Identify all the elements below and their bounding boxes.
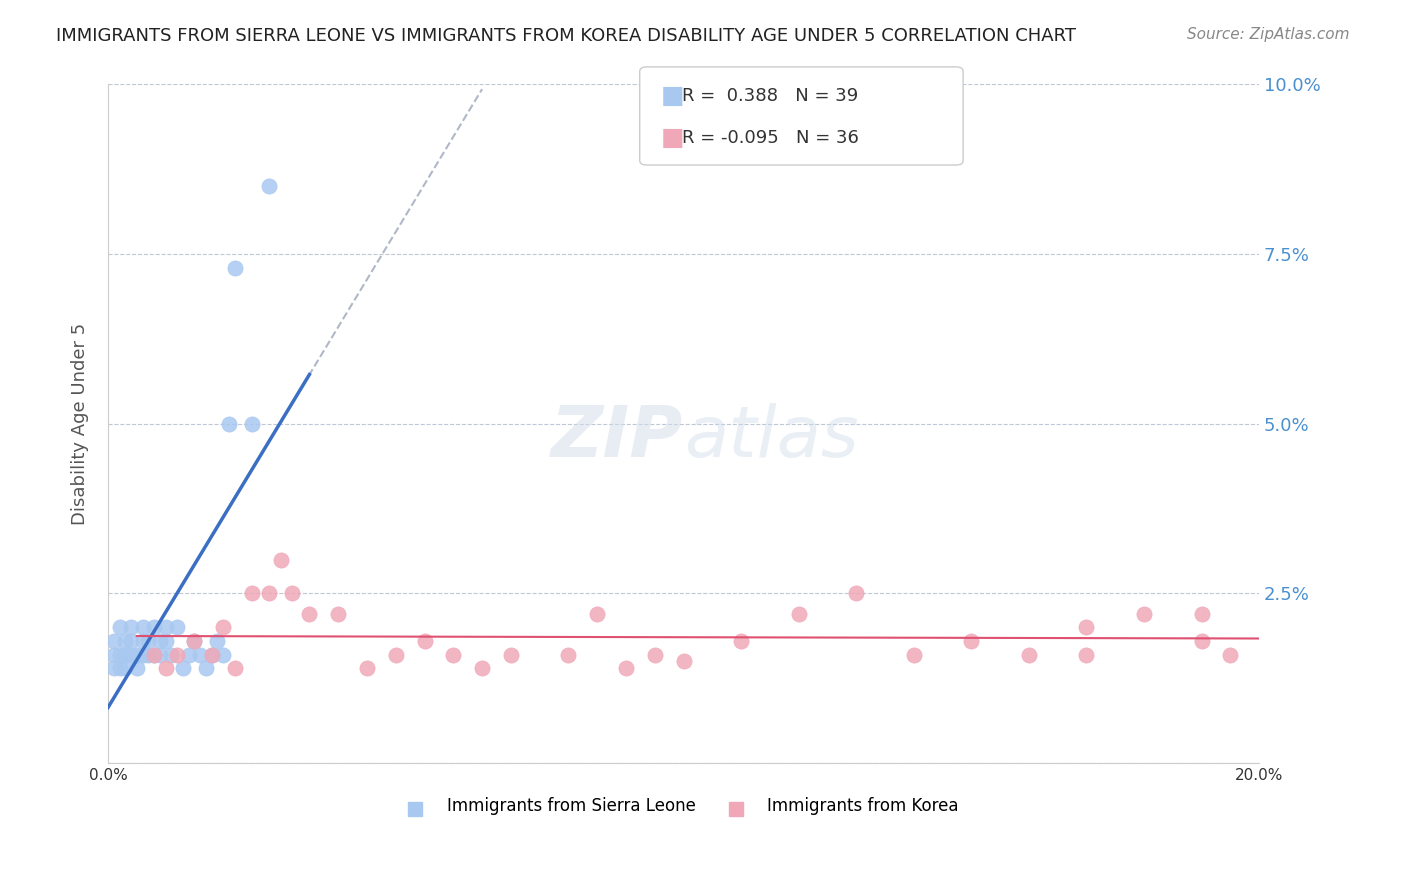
Immigrants from Sierra Leone — [108, 620, 131, 634]
Immigrants from Sierra Leone — [120, 634, 142, 648]
Immigrants from Korea — [672, 654, 695, 668]
Immigrants from Korea — [1219, 648, 1241, 662]
Immigrants from Sierra Leone — [120, 620, 142, 634]
Immigrants from Korea — [270, 552, 292, 566]
Immigrants from Sierra Leone — [143, 620, 166, 634]
Immigrants from Sierra Leone — [143, 648, 166, 662]
Immigrants from Sierra Leone — [200, 648, 222, 662]
Immigrants from Korea — [212, 620, 235, 634]
Immigrants from Korea — [557, 648, 579, 662]
Immigrants from Sierra Leone — [166, 620, 188, 634]
Immigrants from Sierra Leone — [131, 634, 153, 648]
Immigrants from Korea — [960, 634, 983, 648]
Immigrants from Sierra Leone — [160, 648, 183, 662]
Immigrants from Korea — [200, 648, 222, 662]
Immigrants from Sierra Leone — [131, 620, 153, 634]
Immigrants from Korea — [1191, 634, 1213, 648]
Immigrants from Korea — [240, 586, 263, 600]
Immigrants from Sierra Leone — [155, 620, 177, 634]
Immigrants from Sierra Leone — [149, 648, 172, 662]
Immigrants from Sierra Leone — [183, 634, 205, 648]
Immigrants from Korea — [730, 634, 752, 648]
Immigrants from Korea — [224, 661, 246, 675]
Immigrants from Korea — [903, 648, 925, 662]
Immigrants from Korea — [155, 661, 177, 675]
Immigrants from Korea — [586, 607, 609, 621]
Immigrants from Sierra Leone — [212, 648, 235, 662]
Immigrants from Korea — [328, 607, 350, 621]
Text: atlas: atlas — [683, 403, 858, 472]
Immigrants from Korea — [845, 586, 868, 600]
Immigrants from Korea — [614, 661, 637, 675]
Immigrants from Sierra Leone — [120, 648, 142, 662]
Immigrants from Sierra Leone — [172, 661, 194, 675]
Immigrants from Korea — [257, 586, 280, 600]
Text: R = -0.095   N = 36: R = -0.095 N = 36 — [682, 129, 859, 147]
Immigrants from Korea — [384, 648, 406, 662]
Immigrants from Sierra Leone — [125, 661, 148, 675]
Immigrants from Sierra Leone — [136, 648, 159, 662]
Immigrants from Sierra Leone — [194, 661, 217, 675]
Immigrants from Korea — [441, 648, 464, 662]
Immigrants from Sierra Leone — [131, 648, 153, 662]
Immigrants from Sierra Leone — [108, 648, 131, 662]
Text: ■: ■ — [661, 127, 685, 150]
Text: R =  0.388   N = 39: R = 0.388 N = 39 — [682, 87, 858, 105]
Immigrants from Sierra Leone — [114, 634, 136, 648]
Text: Source: ZipAtlas.com: Source: ZipAtlas.com — [1187, 27, 1350, 42]
Text: ZIP: ZIP — [551, 403, 683, 472]
Immigrants from Korea — [166, 648, 188, 662]
Immigrants from Sierra Leone — [240, 417, 263, 431]
Immigrants from Korea — [499, 648, 522, 662]
Y-axis label: Disability Age Under 5: Disability Age Under 5 — [72, 323, 89, 524]
Immigrants from Korea — [1076, 648, 1098, 662]
Immigrants from Korea — [787, 607, 810, 621]
Immigrants from Sierra Leone — [155, 634, 177, 648]
Immigrants from Sierra Leone — [108, 661, 131, 675]
Immigrants from Sierra Leone — [103, 634, 125, 648]
Immigrants from Sierra Leone — [257, 179, 280, 194]
Immigrants from Korea — [644, 648, 666, 662]
Immigrants from Sierra Leone — [114, 648, 136, 662]
Immigrants from Sierra Leone — [224, 260, 246, 275]
Immigrants from Korea — [298, 607, 321, 621]
Immigrants from Sierra Leone — [114, 661, 136, 675]
Immigrants from Korea — [1133, 607, 1156, 621]
Immigrants from Korea — [1018, 648, 1040, 662]
Immigrants from Sierra Leone — [207, 634, 229, 648]
Legend: Immigrants from Sierra Leone, Immigrants from Korea: Immigrants from Sierra Leone, Immigrants… — [402, 789, 966, 822]
Immigrants from Sierra Leone — [125, 648, 148, 662]
Immigrants from Sierra Leone — [136, 634, 159, 648]
Immigrants from Korea — [183, 634, 205, 648]
Immigrants from Korea — [471, 661, 494, 675]
Immigrants from Sierra Leone — [103, 661, 125, 675]
Immigrants from Korea — [413, 634, 436, 648]
Immigrants from Sierra Leone — [177, 648, 200, 662]
Immigrants from Korea — [281, 586, 304, 600]
Immigrants from Sierra Leone — [149, 634, 172, 648]
Text: ■: ■ — [661, 85, 685, 108]
Immigrants from Korea — [1076, 620, 1098, 634]
Immigrants from Korea — [1191, 607, 1213, 621]
Immigrants from Sierra Leone — [188, 648, 211, 662]
Immigrants from Korea — [356, 661, 378, 675]
Immigrants from Sierra Leone — [103, 648, 125, 662]
Text: IMMIGRANTS FROM SIERRA LEONE VS IMMIGRANTS FROM KOREA DISABILITY AGE UNDER 5 COR: IMMIGRANTS FROM SIERRA LEONE VS IMMIGRAN… — [56, 27, 1076, 45]
Immigrants from Sierra Leone — [218, 417, 240, 431]
Immigrants from Korea — [143, 648, 166, 662]
